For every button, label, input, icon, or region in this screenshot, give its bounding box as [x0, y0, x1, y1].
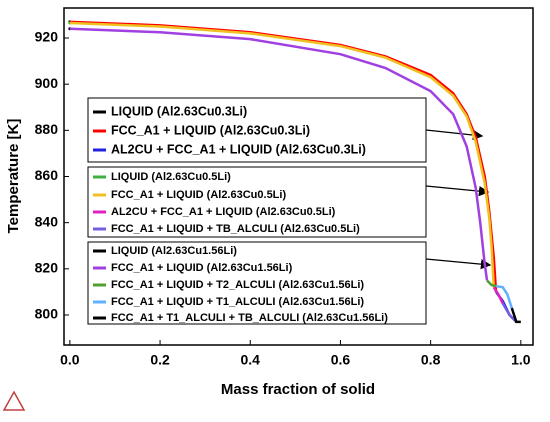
- y-tick-label: 860: [35, 167, 59, 183]
- y-tick-label: 800: [35, 306, 59, 322]
- y-tick-label: 920: [35, 29, 59, 45]
- x-axis-label: Mass fraction of solid: [221, 381, 375, 398]
- series-line: [486, 279, 497, 288]
- legend-frame: [87, 241, 427, 325]
- y-tick-label: 820: [35, 260, 59, 276]
- legend-entry: FCC_A1 + LIQUID + T1_ALCULI (Al2.63Cu1.5…: [93, 296, 364, 308]
- legend-label: AL2CU + FCC_A1 + LIQUID (Al2.63Cu0.5Li): [111, 206, 336, 218]
- y-tick-label: 840: [35, 213, 59, 229]
- x-tick-label: 0.8: [421, 352, 441, 368]
- legend-label: LIQUID (Al2.63Cu0.3Li): [111, 104, 247, 118]
- legend-entry: FCC_A1 + LIQUID + TB_ALCULI (Al2.63Cu0.5…: [93, 223, 360, 235]
- legend-label: AL2CU + FCC_A1 + LIQUID (Al2.63Cu0.3Li): [111, 142, 366, 156]
- legend-entry: LIQUID (Al2.63Cu1.56Li): [93, 245, 237, 257]
- x-tick-label: 1.0: [511, 352, 531, 368]
- series-line: [69, 21, 496, 288]
- x-tick-label: 0.4: [241, 352, 261, 368]
- legend-entry: FCC_A1 + T1_ALCULI + TB_ALCULI (Al2.63Cu…: [93, 312, 388, 324]
- legend-box: [87, 241, 427, 325]
- series-line: [495, 284, 513, 309]
- legend-label: FCC_A1 + LIQUID (Al2.63Cu0.3Li): [111, 123, 310, 137]
- series-line: [501, 302, 518, 323]
- legend-box: [87, 166, 427, 238]
- arrow: [425, 185, 490, 197]
- legend-frame: [87, 97, 427, 163]
- legend-label: FCC_A1 + LIQUID + T1_ALCULI (Al2.63Cu1.5…: [111, 296, 364, 308]
- y-axis-label: Temperature [K]: [5, 119, 22, 234]
- legend-label: FCC_A1 + LIQUID (Al2.63Cu1.56Li): [111, 262, 293, 274]
- legend-entry: AL2CU + FCC_A1 + LIQUID (Al2.63Cu0.3Li): [93, 142, 366, 156]
- arrow: [425, 258, 492, 270]
- legend-entry: AL2CU + FCC_A1 + LIQUID (Al2.63Cu0.5Li): [93, 206, 336, 218]
- legend-label: FCC_A1 + LIQUID (Al2.63Cu0.5Li): [111, 189, 286, 201]
- y-tick-label: 900: [35, 75, 59, 91]
- legend-entry: LIQUID (Al2.63Cu0.3Li): [93, 104, 247, 118]
- legend-entry: FCC_A1 + LIQUID (Al2.63Cu0.3Li): [93, 123, 310, 137]
- y-tick-label: 880: [35, 121, 59, 137]
- legend-entry: FCC_A1 + LIQUID (Al2.63Cu1.56Li): [93, 262, 293, 274]
- legend-entry: LIQUID (Al2.63Cu0.5Li): [93, 171, 231, 183]
- legend-label: LIQUID (Al2.63Cu0.5Li): [111, 171, 231, 183]
- legend-label: FCC_A1 + LIQUID + T2_ALCULI (Al2.63Cu1.5…: [111, 279, 364, 291]
- x-tick-label: 0.2: [150, 352, 170, 368]
- x-tick-label: 0.6: [331, 352, 351, 368]
- x-tick-label: 0.0: [60, 352, 80, 368]
- legend-label: FCC_A1 + LIQUID + TB_ALCULI (Al2.63Cu0.5…: [111, 223, 360, 235]
- legend-entry: FCC_A1 + LIQUID (Al2.63Cu0.5Li): [93, 189, 286, 201]
- legend-label: LIQUID (Al2.63Cu1.56Li): [111, 245, 237, 257]
- legend-frame: [87, 166, 427, 238]
- series-line: [69, 27, 489, 281]
- series-line: [510, 307, 521, 324]
- legend-entry: FCC_A1 + LIQUID + T2_ALCULI (Al2.63Cu1.5…: [93, 279, 364, 291]
- series-line: [492, 286, 504, 305]
- logo: [2, 390, 26, 411]
- legend-label: FCC_A1 + T1_ALCULI + TB_ALCULI (Al2.63Cu…: [111, 312, 388, 324]
- legend-box: [87, 97, 427, 163]
